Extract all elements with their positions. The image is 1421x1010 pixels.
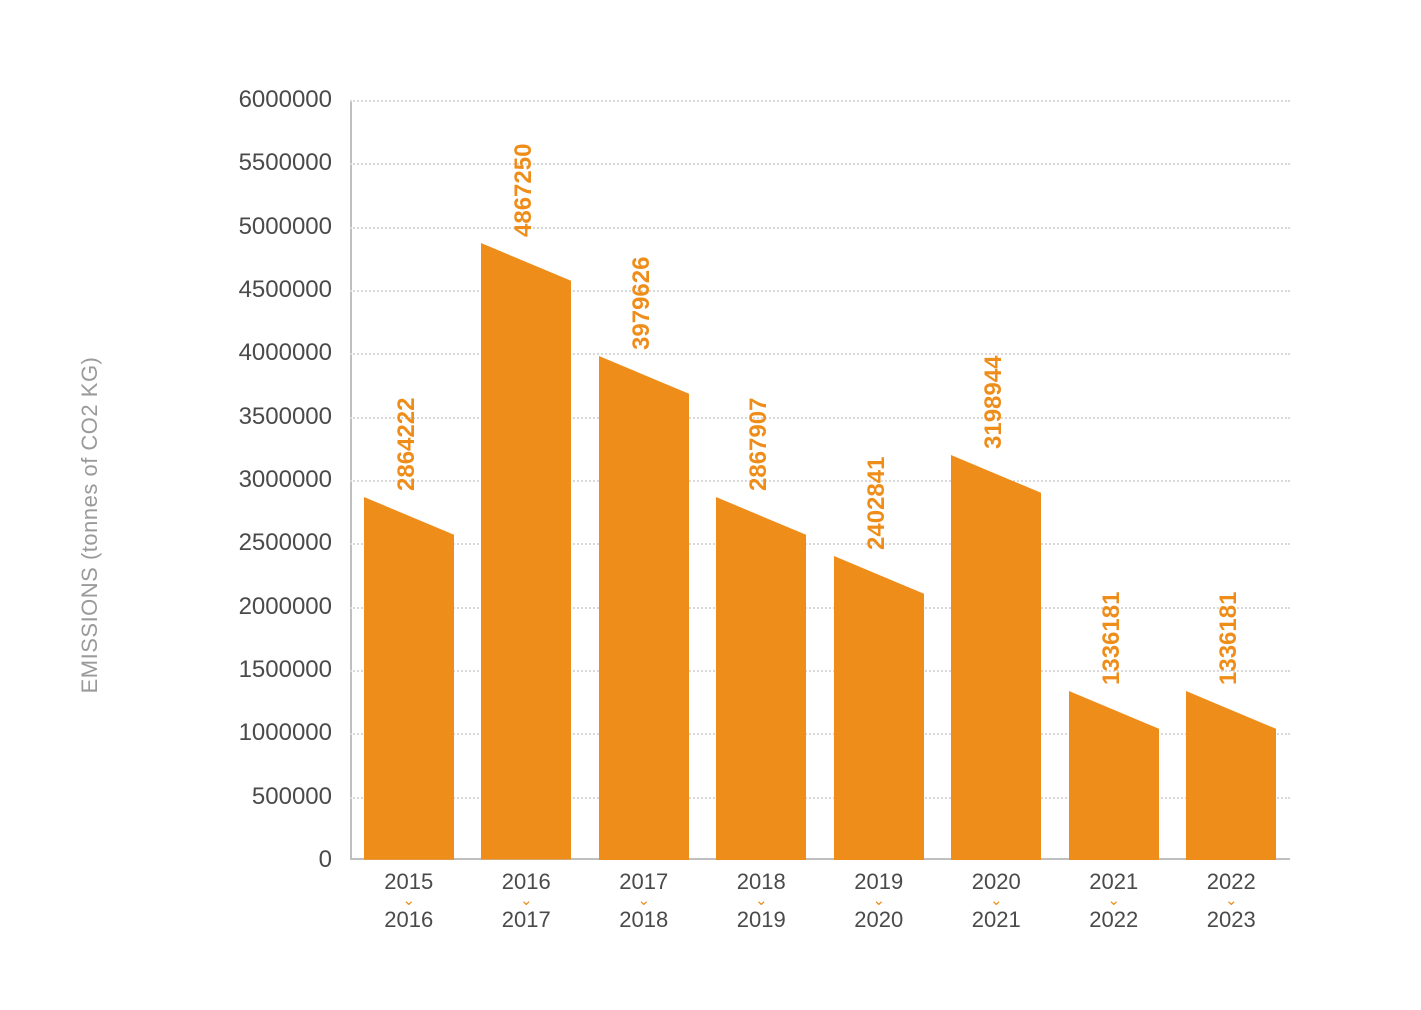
- y-tick-label: 0: [319, 846, 332, 874]
- x-tick-label: 2020⌄2021: [951, 870, 1041, 932]
- y-tick-label: 2500000: [239, 529, 332, 557]
- y-axis-title: EMISSIONS (tonnes of CO2 KG): [77, 357, 103, 694]
- x-tick-year-to: 2022: [1089, 907, 1138, 932]
- x-tick-label: 2016⌄2017: [481, 870, 571, 932]
- bar-value-label: 3198944: [980, 355, 1008, 448]
- y-tick-label: 4500000: [239, 276, 332, 304]
- x-tick-year-from: 2020: [972, 869, 1021, 894]
- chevron-down-icon: ⌄: [951, 894, 1041, 908]
- y-tick-label: 1000000: [239, 719, 332, 747]
- chevron-down-icon: ⌄: [716, 894, 806, 908]
- x-tick-label: 2018⌄2019: [716, 870, 806, 932]
- bars-container: 2864222 4867250 3979626 2867907 2402841 31989…: [350, 100, 1290, 860]
- bar: [481, 243, 571, 860]
- x-tick-year-from: 2019: [854, 869, 903, 894]
- y-tick-label: 5500000: [239, 149, 332, 177]
- chevron-down-icon: ⌄: [834, 894, 924, 908]
- bar-value-label: 1336181: [1098, 591, 1126, 684]
- chevron-down-icon: ⌄: [481, 894, 571, 908]
- x-tick-year-from: 2015: [384, 869, 433, 894]
- x-tick-year-from: 2022: [1207, 869, 1256, 894]
- y-tick-label: 3500000: [239, 403, 332, 431]
- bar: [1186, 691, 1276, 860]
- y-tick-label: 4000000: [239, 339, 332, 367]
- bar: [599, 356, 689, 860]
- x-tick-label: 2019⌄2020: [834, 870, 924, 932]
- y-tick-label: 500000: [252, 783, 332, 811]
- bar-value-label: 3979626: [628, 256, 656, 349]
- bar: [951, 455, 1041, 860]
- chevron-down-icon: ⌄: [364, 894, 454, 908]
- x-tick-year-from: 2017: [619, 869, 668, 894]
- emissions-chart: EMISSIONS (tonnes of CO2 KG) 05000001000…: [150, 100, 1300, 950]
- x-tick-year-to: 2017: [502, 907, 551, 932]
- chevron-down-icon: ⌄: [1069, 894, 1159, 908]
- bar-value-label: 2867907: [745, 397, 773, 490]
- x-tick-year-to: 2016: [384, 907, 433, 932]
- x-tick-year-from: 2021: [1089, 869, 1138, 894]
- chevron-down-icon: ⌄: [599, 894, 689, 908]
- x-tick-year-to: 2021: [972, 907, 1021, 932]
- y-tick-label: 6000000: [239, 86, 332, 114]
- x-tick-year-to: 2019: [737, 907, 786, 932]
- y-tick-label: 5000000: [239, 213, 332, 241]
- y-tick-label: 3000000: [239, 466, 332, 494]
- bar: [364, 497, 454, 860]
- bar-value-label: 2864222: [393, 398, 421, 491]
- x-tick-label: 2022⌄2023: [1186, 870, 1276, 932]
- x-tick-label: 2017⌄2018: [599, 870, 689, 932]
- x-tick-label: 2021⌄2022: [1069, 870, 1159, 932]
- x-tick-year-from: 2016: [502, 869, 551, 894]
- bar-value-label: 4867250: [510, 144, 538, 237]
- chevron-down-icon: ⌄: [1186, 894, 1276, 908]
- bar: [1069, 691, 1159, 860]
- bar-value-label: 2402841: [863, 456, 891, 549]
- bar: [716, 497, 806, 860]
- x-tick-year-to: 2023: [1207, 907, 1256, 932]
- x-tick-year-to: 2020: [854, 907, 903, 932]
- y-tick-label: 1500000: [239, 656, 332, 684]
- x-tick-label: 2015⌄2016: [364, 870, 454, 932]
- x-tick-year-to: 2018: [619, 907, 668, 932]
- plot-area: 0500000100000015000002000000250000030000…: [350, 100, 1290, 860]
- bar-value-label: 1336181: [1215, 591, 1243, 684]
- y-tick-label: 2000000: [239, 593, 332, 621]
- x-tick-year-from: 2018: [737, 869, 786, 894]
- bar: [834, 556, 924, 860]
